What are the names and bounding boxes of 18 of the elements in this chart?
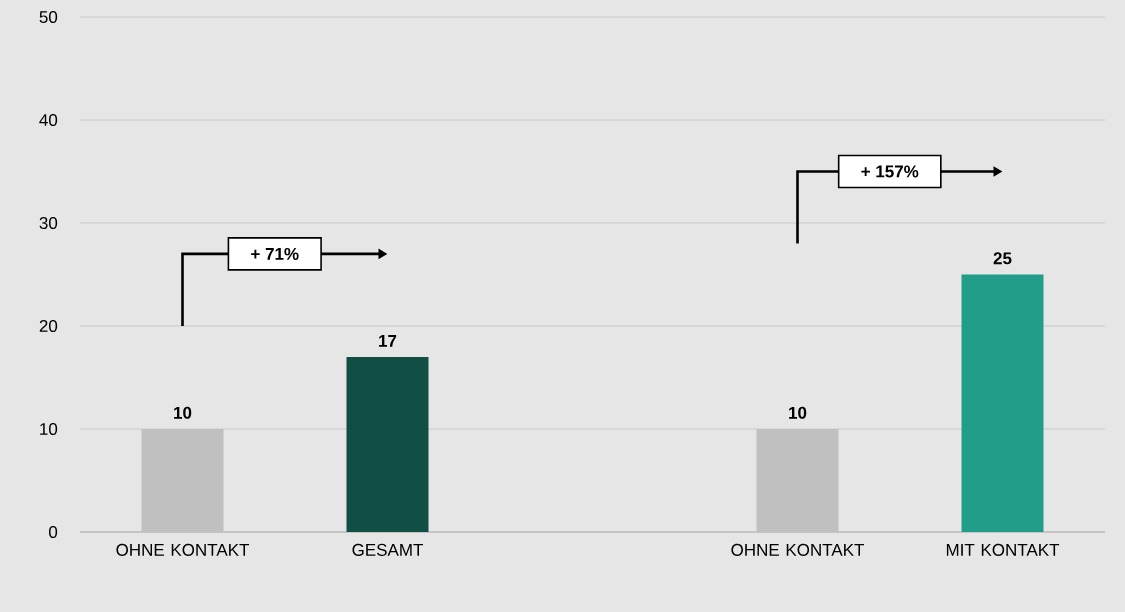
data-label: 10 [174,406,192,419]
y-tick-label: 30 [39,216,58,230]
y-tick-label: 20 [39,319,58,333]
x-tick-label: GESAMT [352,543,424,556]
data-label: 17 [379,335,397,347]
x-tick-label: MIT KONTAKT [946,543,1060,556]
x-tick-label: OHNE KONTAKT [731,543,865,556]
data-label: 25 [993,252,1012,265]
annotation: + 157% [861,165,919,178]
y-tick-label: 50 [39,10,58,24]
y-tick-label: 10 [40,422,58,436]
data-label: 10 [789,406,807,419]
y-tick-label: 40 [39,113,58,127]
y-tick-label: 0 [49,525,58,539]
annotation: + 71% [251,247,299,260]
x-tick-label: OHNE KONTAKT [116,543,250,556]
bar [346,356,429,532]
bar [961,274,1044,532]
